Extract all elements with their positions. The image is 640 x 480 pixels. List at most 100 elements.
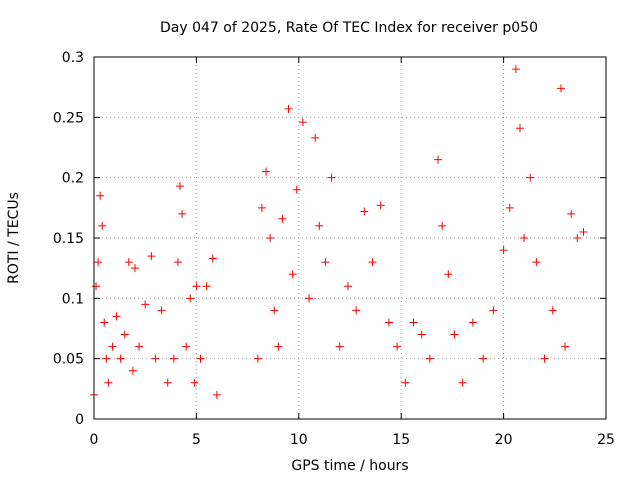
y-tick-label: 0.2 [62,171,84,187]
data-point [173,258,182,267]
data-point [458,378,467,387]
data-point [540,354,549,363]
data-point [352,306,361,315]
x-tick-label: 25 [597,432,615,448]
y-tick-label: 0 [75,412,84,428]
data-point [141,300,150,309]
data-point [284,104,293,113]
data-point [178,209,187,218]
data-point [343,282,352,291]
data-point [98,221,107,230]
data-point [384,318,393,327]
data-point [190,378,199,387]
data-point [567,209,576,218]
data-point [274,342,283,351]
data-point [327,173,336,182]
data-point [321,258,330,267]
data-point [450,330,459,339]
data-point [102,354,111,363]
data-point [468,318,477,327]
data-point [417,330,426,339]
data-point [176,182,185,191]
data-point [116,354,125,363]
data-point [196,354,205,363]
data-point [409,318,418,327]
data-point [163,378,172,387]
data-point [561,342,570,351]
data-point [335,342,344,351]
data-point [108,342,117,351]
data-point [151,354,160,363]
data-point [135,342,144,351]
data-point [182,342,191,351]
data-point [288,270,297,279]
data-point [393,342,402,351]
data-point [505,203,514,212]
data-point [192,282,201,291]
data-point [520,234,529,242]
data-point [360,207,369,216]
data-point [511,65,520,74]
y-tick-label: 0.15 [53,231,84,247]
data-point [278,214,287,223]
x-tick-label: 20 [495,432,513,448]
data-point [532,258,541,267]
data-point [208,254,217,263]
data-point [94,258,103,267]
data-point [292,185,301,194]
data-point [100,318,109,327]
data-point [526,173,535,182]
data-point [376,201,385,210]
data-point [262,167,271,176]
y-tick-label: 0.05 [53,352,84,368]
data-point [311,133,320,142]
data-point [434,155,443,164]
data-point [112,312,121,321]
data-point [515,124,524,133]
x-axis-label: GPS time / hours [291,458,408,474]
data-point [298,118,307,127]
data-point [270,306,279,315]
data-points [90,65,588,399]
axis-ticks: 0 5 10 15 20 25 0 0.05 0.1 0.15 0.2 0.25 0.3 [53,50,615,448]
x-tick-label: 5 [192,432,201,448]
data-point [499,246,508,255]
data-point [368,258,377,267]
data-point [124,258,133,267]
data-point [147,252,156,261]
data-point [202,282,211,291]
data-point [128,366,137,375]
data-point [266,234,275,242]
data-point [104,378,113,387]
x-tick-label: 10 [290,432,308,448]
data-point [257,203,266,212]
data-point [489,306,498,315]
y-tick-label: 0.3 [62,50,84,66]
data-point [579,227,588,236]
data-point [315,221,324,230]
data-point [305,294,314,303]
data-point [96,191,105,200]
data-point [573,234,582,242]
data-point [169,354,178,363]
data-point [556,84,565,93]
data-point [157,306,166,315]
grid [94,57,606,419]
chart-title: Day 047 of 2025, Rate Of TEC Index for r… [160,20,538,36]
data-point [401,378,410,387]
data-point [548,306,557,315]
y-axis-label: ROTI / TECUs [6,192,22,284]
data-point [479,354,488,363]
data-point [130,264,139,273]
data-point [212,390,221,399]
data-point [186,294,195,303]
y-tick-label: 0.1 [62,291,84,307]
data-point [253,354,262,363]
x-tick-label: 15 [392,432,410,448]
data-point [444,270,453,279]
data-point [120,330,129,339]
data-point [92,282,101,291]
y-tick-label: 0.25 [53,110,84,126]
data-point [438,221,447,230]
